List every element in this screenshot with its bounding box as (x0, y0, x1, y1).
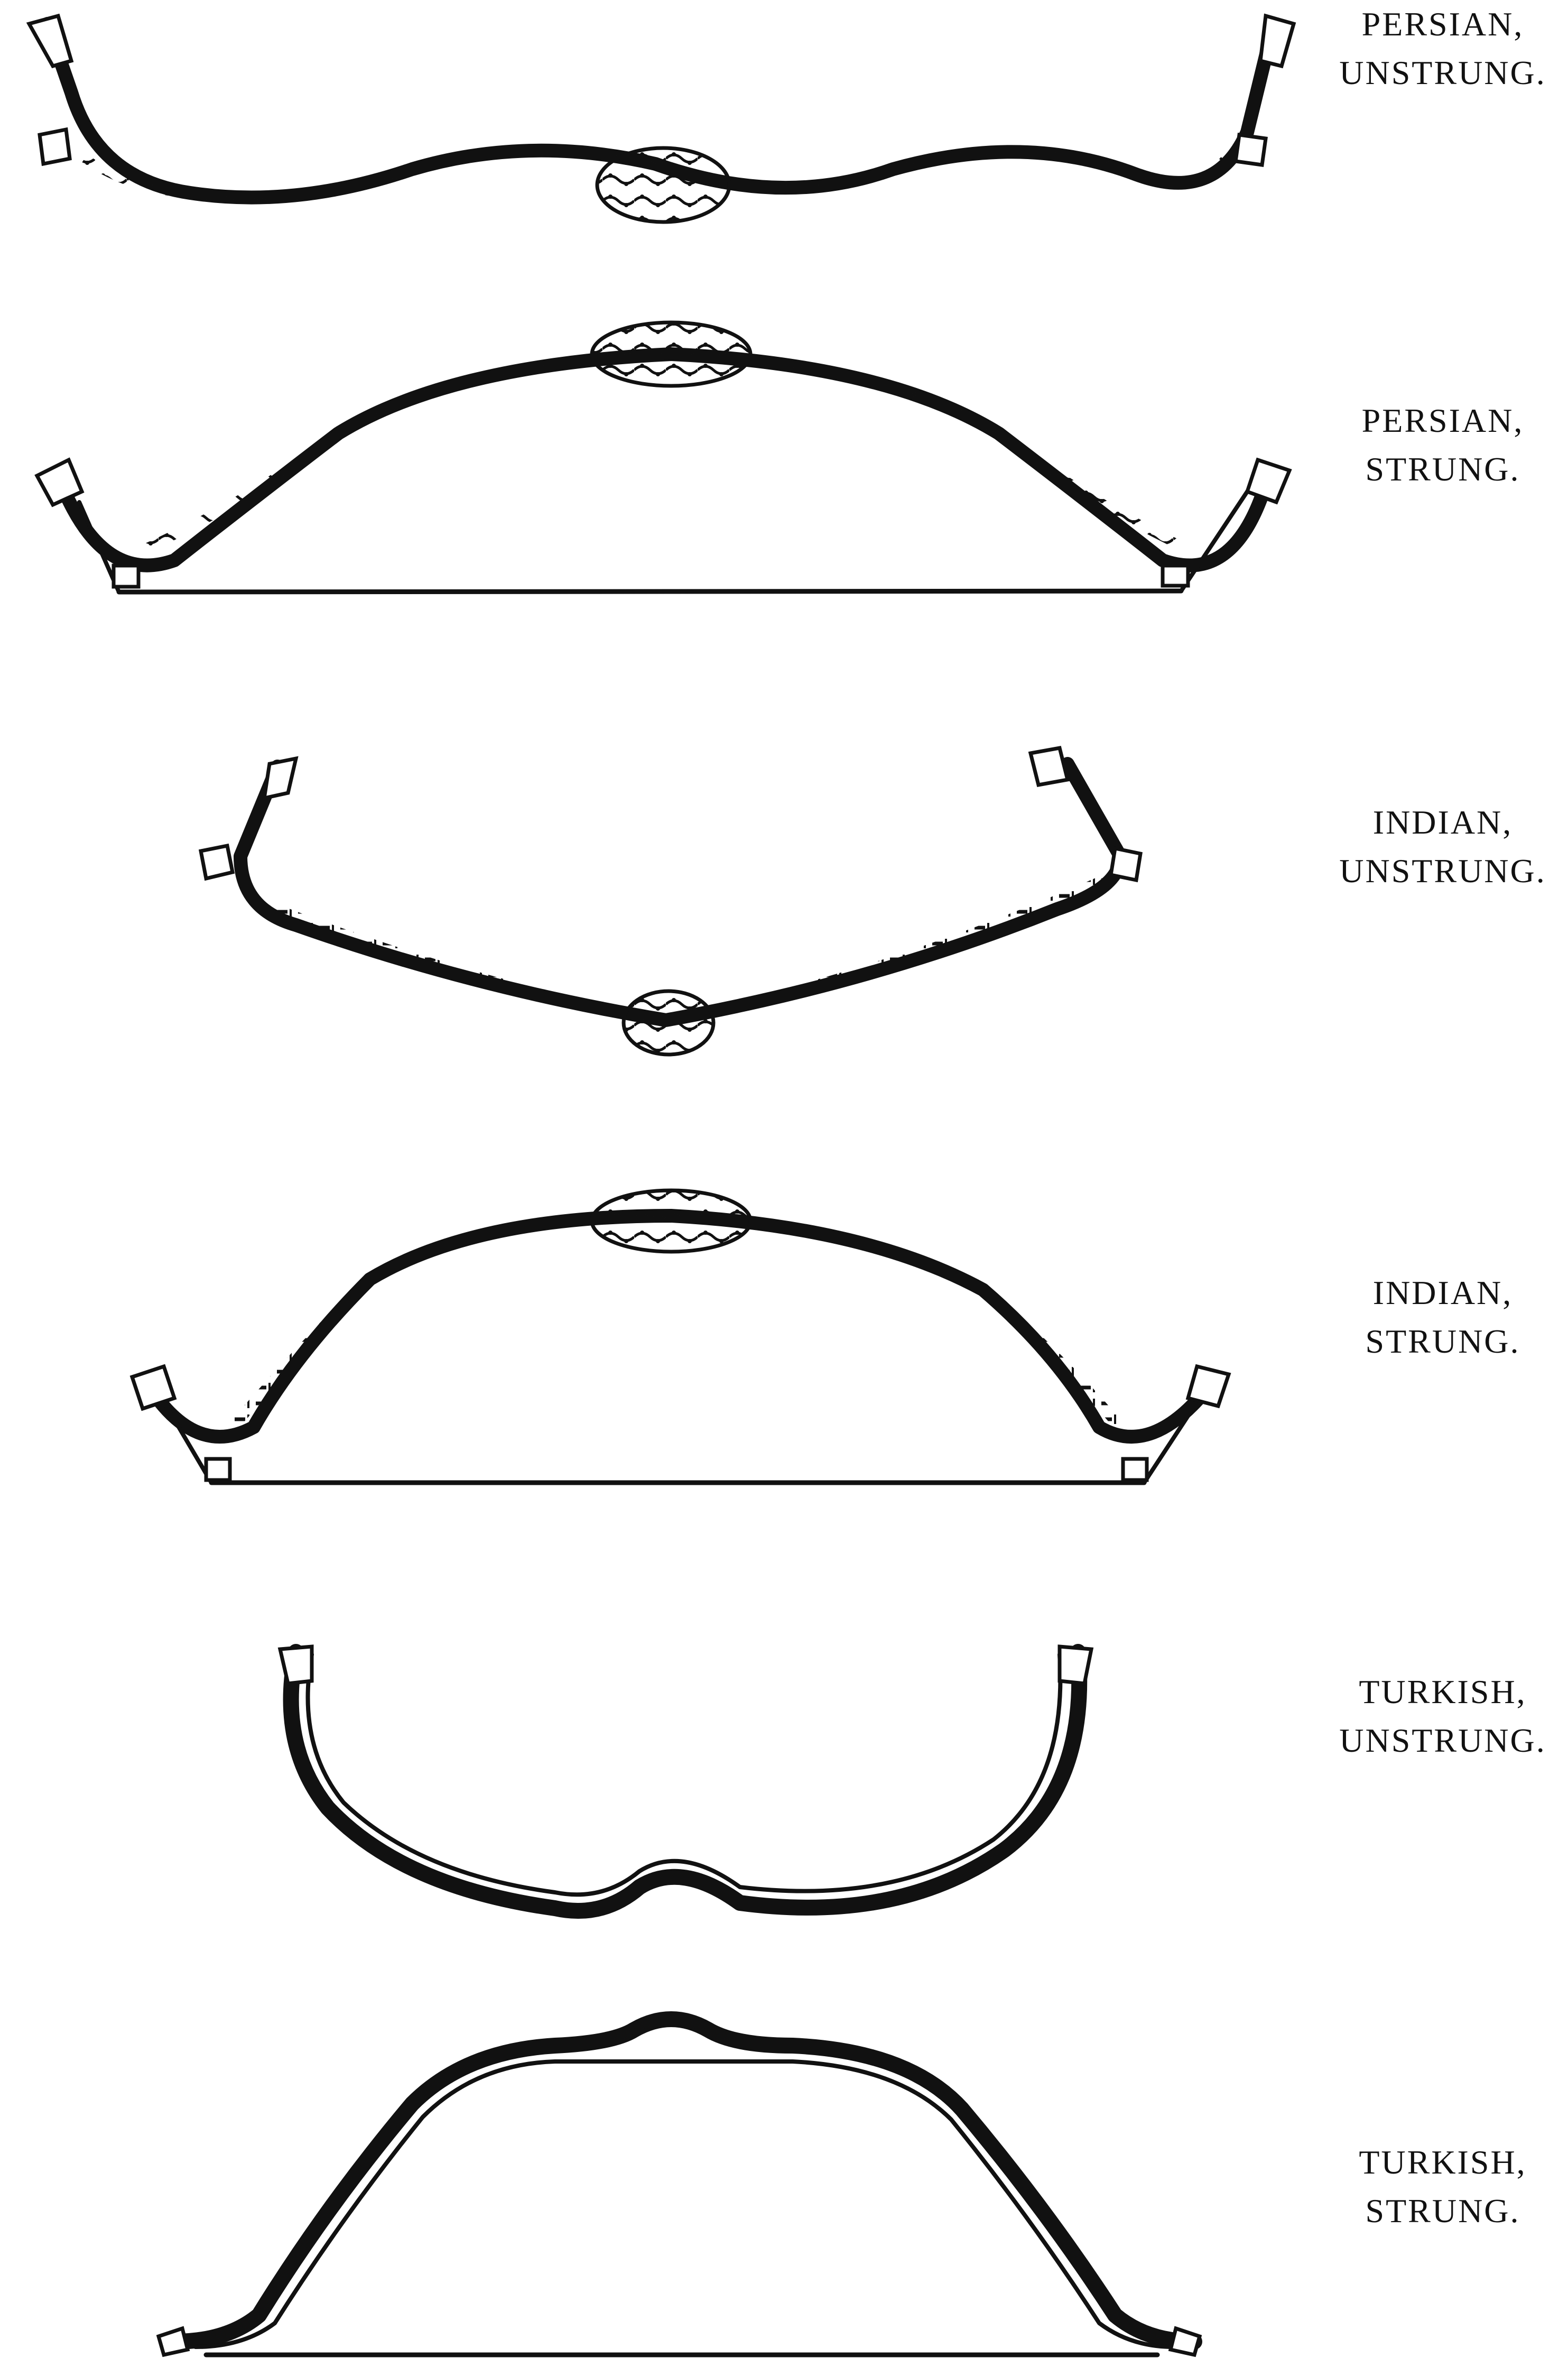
label-turkish-strung: TURKISH, STRUNG. (1359, 2143, 1527, 2230)
indian-strung-bow (129, 1188, 1231, 1485)
indian-unstrung-bow (198, 745, 1143, 1057)
label-indian-strung: INDIAN, STRUNG. (1365, 1274, 1520, 1360)
label-persian-unstrung: PERSIAN, UNSTRUNG. (1339, 5, 1546, 91)
label-persian-strung: PERSIAN, STRUNG. (1361, 402, 1524, 488)
label-turkish-unstrung: TURKISH, UNSTRUNG. (1339, 1673, 1546, 1759)
label-indian-unstrung: INDIAN, UNSTRUNG. (1339, 803, 1546, 890)
persian-strung-bow (34, 320, 1292, 595)
turkish-strung-bow (156, 2011, 1202, 2357)
persian-unstrung-bow (26, 13, 1296, 224)
turkish-unstrung-bow (277, 1644, 1094, 1919)
